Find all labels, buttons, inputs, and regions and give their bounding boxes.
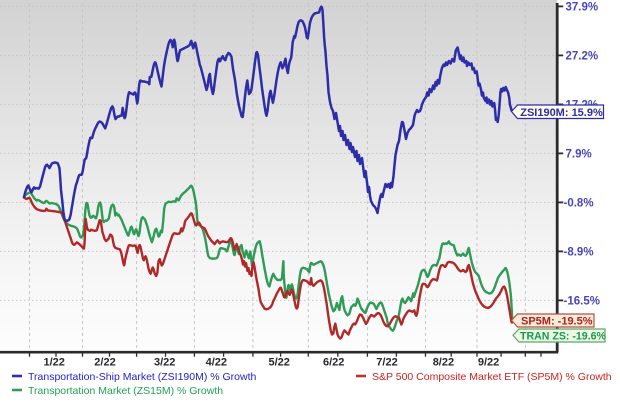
- svg-text:S&P 500 Composite Market ETF (: S&P 500 Composite Market ETF (SP5M) % Gr…: [372, 371, 612, 383]
- svg-text:27.2%: 27.2%: [566, 50, 599, 62]
- svg-text:37.9%: 37.9%: [566, 1, 599, 13]
- svg-text:Transportation-Ship Market (ZS: Transportation-Ship Market (ZSI190M) % G…: [28, 371, 257, 383]
- svg-text:TRAN ZS: -19.6%: TRAN ZS: -19.6%: [520, 331, 607, 343]
- svg-text:ZSI190M: 15.9%: ZSI190M: 15.9%: [520, 107, 603, 119]
- svg-text:7.9%: 7.9%: [566, 148, 592, 160]
- svg-text:7/22: 7/22: [376, 357, 397, 369]
- svg-text:1/22: 1/22: [43, 357, 64, 369]
- svg-text:2/22: 2/22: [94, 357, 115, 369]
- svg-text:-8.9%: -8.9%: [564, 246, 594, 258]
- svg-text:6/22: 6/22: [323, 357, 344, 369]
- svg-text:9/22: 9/22: [478, 357, 499, 369]
- svg-text:-0.8%: -0.8%: [564, 197, 594, 209]
- svg-text:Transportation Market (ZS15M): Transportation Market (ZS15M) % Growth: [28, 385, 223, 397]
- svg-text:SP5M: -19.5%: SP5M: -19.5%: [521, 316, 593, 328]
- svg-text:8/22: 8/22: [433, 357, 454, 369]
- svg-text:4/22: 4/22: [206, 357, 227, 369]
- svg-text:3/22: 3/22: [154, 357, 175, 369]
- svg-text:-16.5%: -16.5%: [564, 295, 600, 307]
- svg-text:5/22: 5/22: [268, 357, 289, 369]
